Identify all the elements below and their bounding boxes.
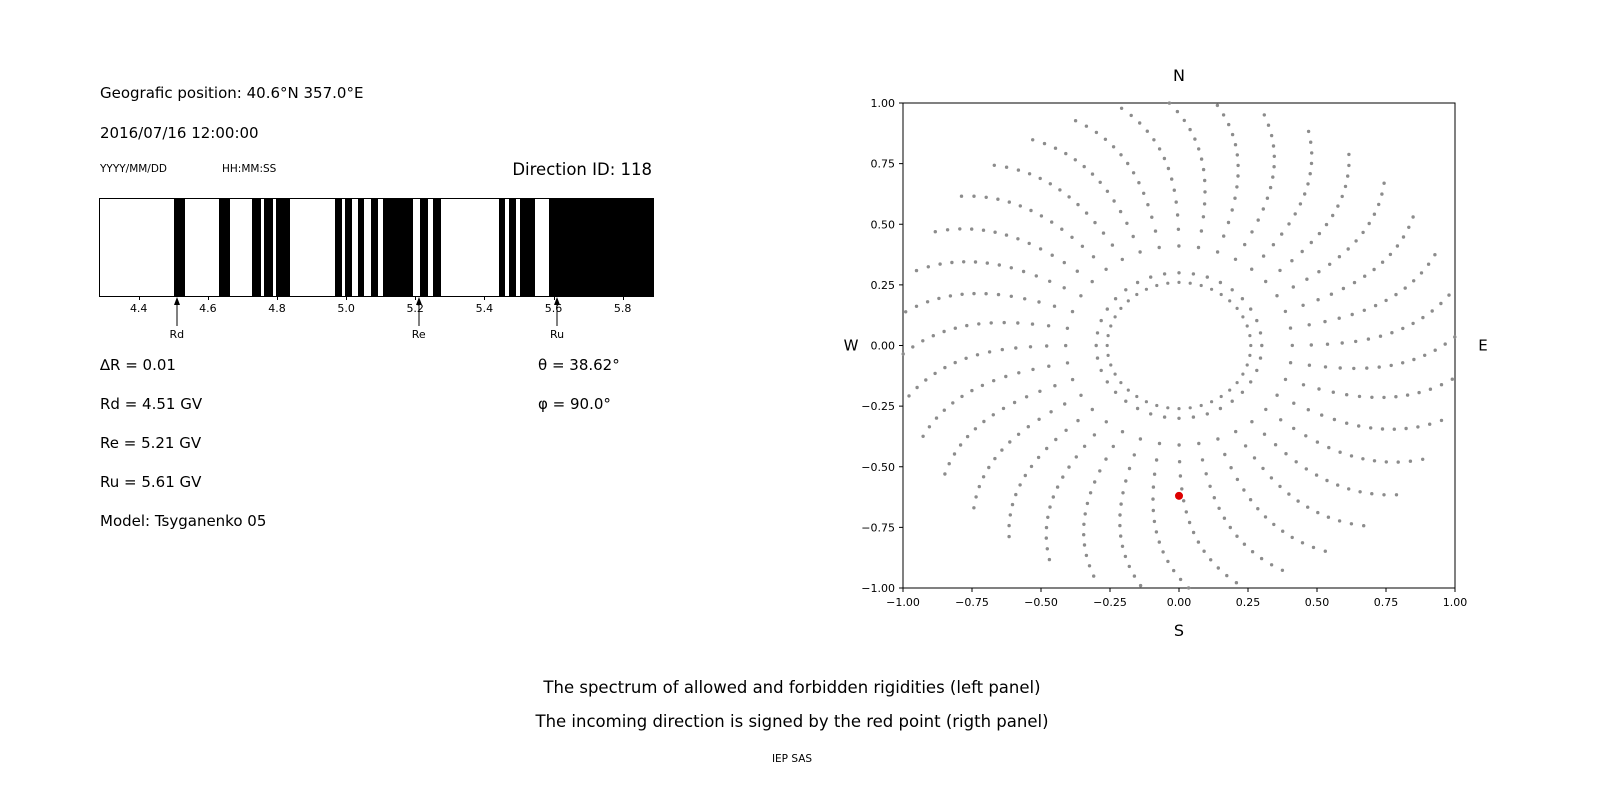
delta-r-value: ∆R = 0.01 xyxy=(100,356,176,374)
x-tick-mark xyxy=(346,296,348,300)
rd-marker-arrow xyxy=(173,297,180,326)
x-tick-label: 0.75 xyxy=(1374,596,1399,609)
y-tick-label: −1.00 xyxy=(861,582,895,595)
datetime-text: 2016/07/16 12:00:00 xyxy=(100,124,259,142)
x-tick-label: −1.00 xyxy=(886,596,920,609)
spectrum-band xyxy=(519,199,536,296)
y-tick-label: −0.25 xyxy=(861,400,895,413)
model-label: Model: Tsyganenko 05 xyxy=(100,512,267,530)
x-tick-label: 5.0 xyxy=(337,302,355,315)
spectrum-plot xyxy=(99,198,654,297)
spectrum-band xyxy=(370,199,379,296)
x-tick-label: 4.8 xyxy=(268,302,286,315)
x-tick-mark xyxy=(277,296,278,300)
spectrum-band xyxy=(335,199,342,296)
ru-marker-label: Ru xyxy=(549,328,565,341)
x-tick-label: −0.25 xyxy=(1093,596,1127,609)
x-tick-label: 4.4 xyxy=(129,302,148,315)
x-tick-label: 1.00 xyxy=(1443,596,1468,609)
y-tick-label: −0.75 xyxy=(861,521,895,534)
spectrum-band xyxy=(432,199,442,296)
x-tick-mark xyxy=(207,296,209,300)
x-tick-label: 0.50 xyxy=(1305,596,1330,609)
y-tick-label: 0.25 xyxy=(871,279,896,292)
re-marker-arrow xyxy=(415,297,422,326)
spectrum-band xyxy=(498,199,506,296)
direction-spokes xyxy=(901,101,1457,590)
spectrum-band xyxy=(549,199,653,296)
y-tick-label: 0.00 xyxy=(871,340,896,353)
geographic-position-text: Geografic position: 40.6°N 357.0°E xyxy=(100,84,364,102)
compass-label-n: N xyxy=(1173,66,1185,85)
x-tick-label: 5.4 xyxy=(475,302,494,315)
x-tick-label: −0.75 xyxy=(955,596,989,609)
theta-value: θ = 38.62° xyxy=(538,356,620,374)
ru-marker-arrow xyxy=(554,297,560,326)
x-tick-label: −0.50 xyxy=(1024,596,1058,609)
direction-plot-svg: −1.00−1.00 −0.75 −0.75 −0.50 −0.50 −0.25 −0.25… xyxy=(844,66,1488,640)
compass-label-e: E xyxy=(1478,337,1487,355)
red-incoming-direction-point xyxy=(1175,491,1183,500)
y-tick-label: −0.50 xyxy=(861,461,895,474)
spectrum-band xyxy=(383,199,413,296)
x-tick-label: 5.2 xyxy=(406,302,424,315)
spectrum-band xyxy=(174,199,185,296)
axes-box xyxy=(902,102,1456,589)
re-marker-label: Re xyxy=(411,328,426,341)
phi-value: φ = 90.0° xyxy=(538,395,611,413)
spectrum-axis: 4.4 4.6 4.8 5.0 5.2 5.4 5.6 5.8 Rd Re Ru xyxy=(99,296,652,354)
caption-line-2: The incoming direction is signed by the … xyxy=(535,712,1049,731)
x-tick-label: 5.8 xyxy=(613,302,632,315)
spectrum-band xyxy=(357,199,365,296)
y-tick-label: 0.50 xyxy=(871,218,896,231)
x-tick-mark xyxy=(484,296,486,300)
re-value: Re = 5.21 GV xyxy=(100,434,202,452)
direction-id-label: Direction ID: 118 xyxy=(512,160,652,179)
rd-value: Rd = 4.51 GV xyxy=(100,395,203,413)
compass-label-s: S xyxy=(1174,621,1184,640)
y-tick-label: 1.00 xyxy=(871,97,896,110)
date-format-label: YYYY/MM/DD xyxy=(100,163,168,175)
rd-marker-label: Rd xyxy=(169,328,185,341)
time-format-label: HH:MM:SS xyxy=(222,163,277,175)
x-tick-label: 4.6 xyxy=(199,302,217,315)
ru-value: Ru = 5.61 GV xyxy=(100,473,202,491)
spectrum-band xyxy=(276,199,291,296)
x-tick-mark xyxy=(138,296,140,300)
x-tick-mark xyxy=(622,296,624,300)
x-tick-mark xyxy=(553,296,555,300)
spectrum-band xyxy=(264,199,273,296)
x-tick-label: 0.25 xyxy=(1236,596,1261,609)
credit-label: IEP SAS xyxy=(771,753,813,765)
inner-dotted-ring xyxy=(1105,280,1253,411)
spectrum-band xyxy=(252,199,261,296)
compass-label-w: W xyxy=(844,337,859,355)
caption-line-1: The spectrum of allowed and forbidden ri… xyxy=(543,678,1041,697)
y-tick-label: 0.75 xyxy=(871,158,896,171)
x-tick-mark xyxy=(415,296,417,300)
x-tick-label: 5.6 xyxy=(544,302,563,315)
spectrum-band xyxy=(508,199,516,296)
spectrum-band xyxy=(219,199,230,296)
x-tick-label: 0.00 xyxy=(1167,596,1192,609)
spectrum-band xyxy=(345,199,353,296)
spectrum-band xyxy=(419,199,429,296)
